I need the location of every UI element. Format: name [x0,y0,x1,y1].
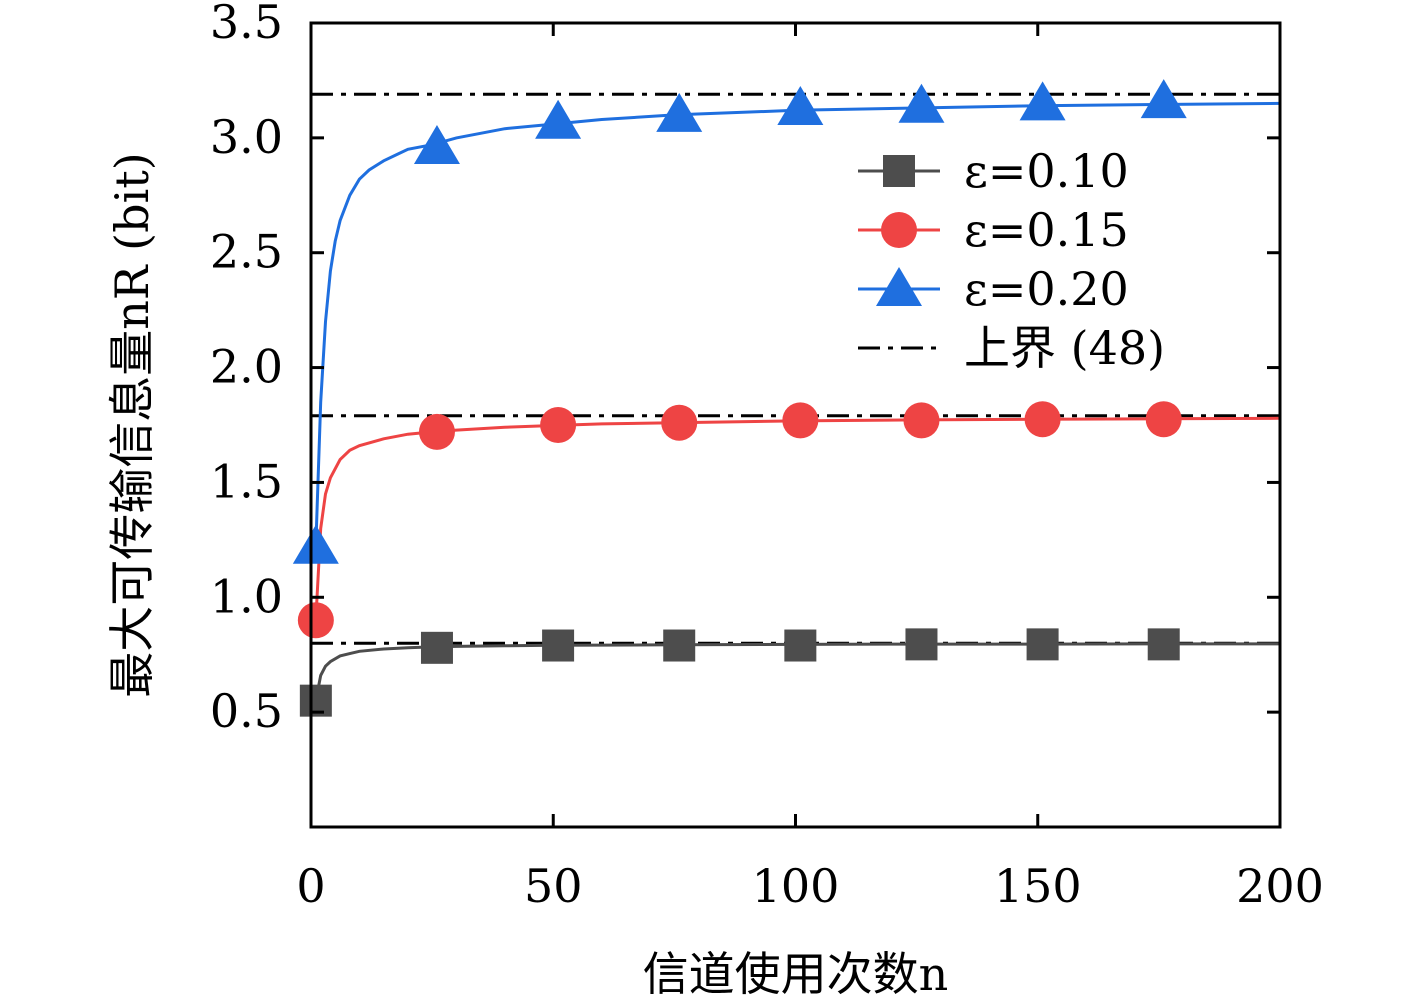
y-tick-label-0: 0.5 [210,684,283,738]
data-point-0-4 [784,629,817,662]
x-tick-label-3: 150 [994,859,1082,913]
data-point-1-6 [1024,401,1061,438]
x-tick-label-2: 100 [752,859,840,913]
data-point-0-1 [420,631,453,664]
y-axis-label: 最大可传输信息量nR (bit) [105,152,159,697]
legend-item-1: ε=0.15 [858,203,1129,257]
y-tick-label-5: 3.0 [210,110,283,164]
legend-label-3: 上界 (48) [964,321,1165,375]
data-point-0-2 [542,629,575,662]
series-layer [292,79,1280,717]
y-tick-label-2: 1.5 [210,454,283,508]
legend-marker-2 [876,267,922,306]
legend-marker-1 [881,212,917,248]
data-point-2-4 [777,85,824,125]
axis-ticks: 0 50 100 150 200 0.5 1.0 1.5 2.0 2.5 3.0 3.5 [210,0,1324,913]
data-point-2-2 [535,99,582,139]
data-point-1-4 [782,402,819,439]
series-line-1 [314,416,1280,621]
data-point-1-1 [418,413,455,450]
series-2 [292,79,1280,564]
y-tick-label-4: 2.5 [210,225,283,279]
data-point-1-7 [1145,401,1182,438]
data-point-1-3 [661,404,698,441]
data-point-1-2 [540,407,577,443]
x-tick-label-4: 200 [1236,859,1324,913]
x-tick-label-1: 50 [524,859,583,913]
data-point-2-7 [1140,79,1187,119]
series-line-2 [314,101,1280,547]
y-tick-label-6: 3.5 [210,0,283,49]
data-point-2-0 [292,524,339,564]
legend-label-2: ε=0.20 [964,262,1129,316]
data-point-2-6 [1019,81,1066,121]
x-axis-label: 信道使用次数n [643,947,949,1001]
data-point-1-5 [903,402,940,439]
legend-label-1: ε=0.15 [964,203,1129,257]
data-point-2-5 [898,83,945,123]
legend-marker-0 [883,155,915,187]
data-point-0-6 [1026,628,1059,661]
x-tick-label-0: 0 [296,859,325,913]
data-point-1-0 [297,602,334,639]
legend-item-0: ε=0.10 [858,144,1129,198]
y-tick-label-3: 2.0 [210,340,283,394]
data-point-2-3 [656,92,703,132]
data-point-0-3 [663,629,696,662]
data-point-0-7 [1147,628,1180,661]
legend-item-3: 上界 (48) [858,321,1165,375]
series-0 [299,628,1280,717]
series-1 [297,401,1280,639]
data-point-0-5 [905,628,938,661]
legend-item-2: ε=0.20 [858,262,1129,316]
data-point-2-1 [413,125,460,165]
y-tick-label-1: 1.0 [210,569,283,623]
legend-label-0: ε=0.10 [964,144,1129,198]
